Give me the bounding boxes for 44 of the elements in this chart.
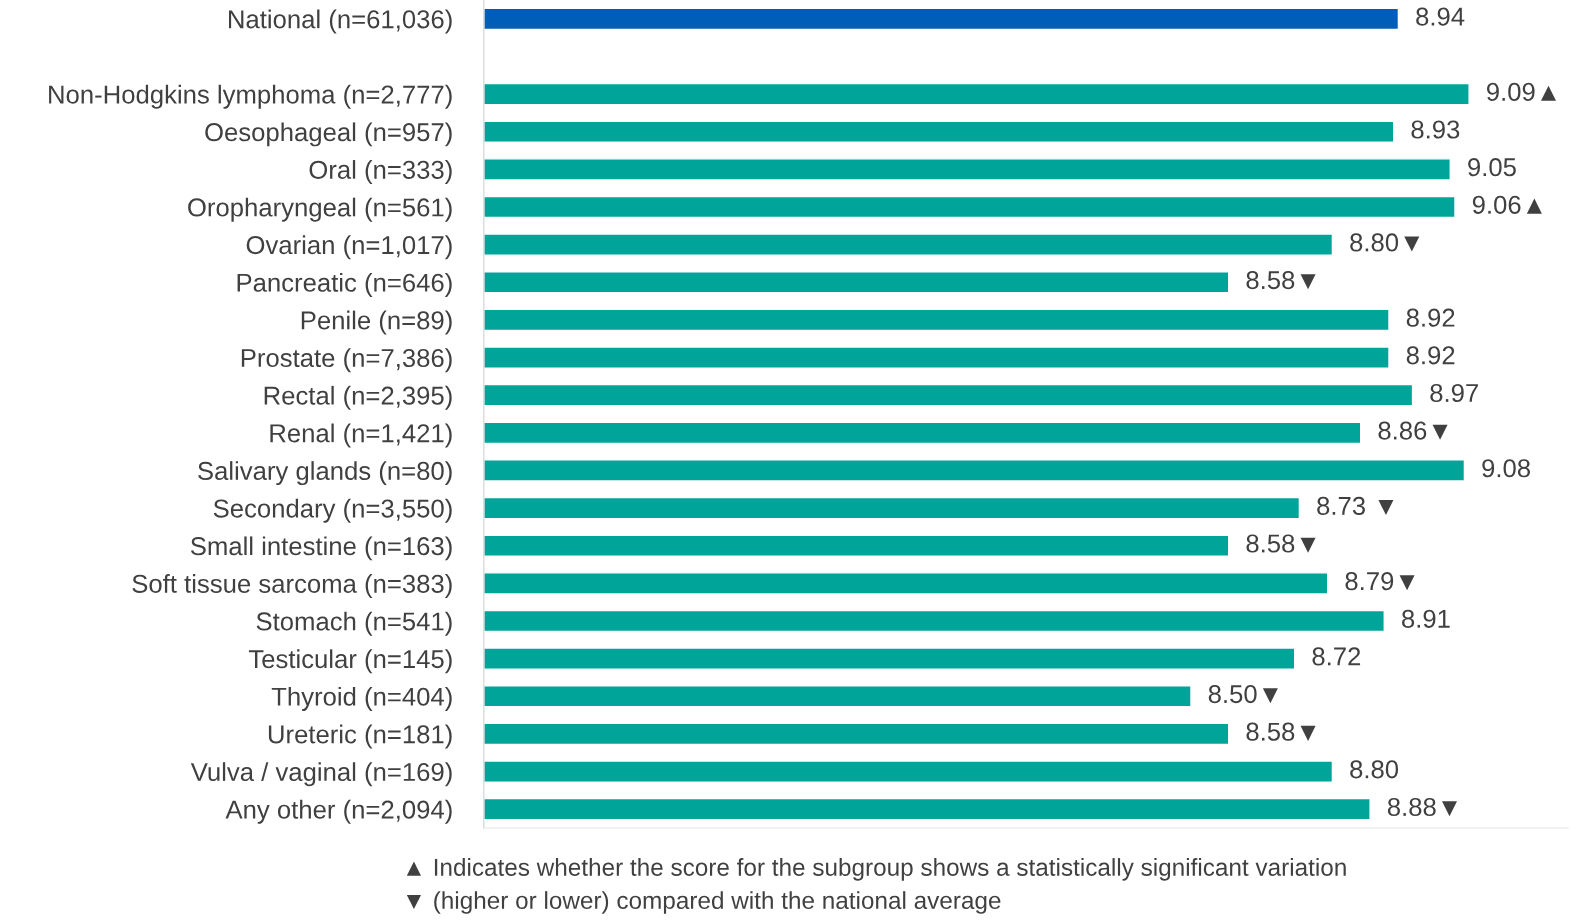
data-label: 8.58▼ — [1246, 270, 1316, 290]
data-label: 8.94 — [1416, 7, 1465, 26]
data-label: 8.80▼ — [1350, 233, 1420, 252]
data-label: 8.73 ▼ — [1317, 496, 1394, 516]
data-label: 9.09▲ — [1486, 82, 1557, 101]
y-tick-label: Stomach (n=541) — [256, 611, 452, 636]
data-label: 8.97 — [1430, 383, 1478, 403]
y-tick-label: Secondary (n=3,550) — [213, 498, 452, 523]
y-tick-label: Rectal (n=2,395) — [264, 385, 452, 410]
y-tick-label: Oropharyngeal (n=561) — [188, 197, 452, 222]
y-tick-label: Small intestine (n=163) — [190, 536, 452, 561]
data-label: 9.05 — [1468, 158, 1516, 177]
y-tick-label: Testicular (n=145) — [248, 649, 452, 674]
y-tick-label: Pancreatic (n=646) — [237, 272, 452, 297]
y-tick-label: Vulva / vaginal (n=169) — [190, 762, 452, 787]
y-tick-label: Soft tissue sarcoma (n=383) — [132, 574, 452, 598]
y-tick-label: Thyroid (n=404) — [271, 686, 452, 711]
data-label: 8.58▼ — [1246, 722, 1316, 741]
data-label: 8.92 — [1406, 308, 1455, 327]
y-tick-label: National (n=61,036) — [228, 9, 452, 34]
data-label: 8.92 — [1406, 346, 1455, 365]
data-label: 8.88▼ — [1387, 797, 1458, 817]
data-label: 8.93 — [1411, 120, 1460, 139]
text: ▼ (higher or lower) compared with the national average — [406, 891, 1001, 914]
y-tick-label: Oral (n=333) — [309, 160, 452, 184]
data-label: 8.79▼ — [1345, 572, 1415, 591]
y-tick-label: Any other (n=2,094) — [225, 799, 452, 824]
data-label: 8.91 — [1402, 609, 1450, 628]
data-label: 8.50▼ — [1208, 684, 1278, 704]
y-tick-label: Oesophageal (n=957) — [205, 122, 452, 147]
data-label: 8.86▼ — [1378, 421, 1448, 440]
y-tick-label: Ureteric (n=181) — [268, 724, 452, 749]
data-label: 8.58▼ — [1246, 534, 1316, 553]
y-tick-label: Salivary glands (n=80) — [198, 461, 452, 486]
y-tick-label: Non-Hodgkins lymphoma (n=2,777) — [49, 84, 452, 109]
text: ▲ Indicates whether the score for the subgroup shows a statistically significant variation — [406, 858, 1346, 881]
y-tick-label: Ovarian (n=1,017) — [246, 235, 452, 260]
data-label: 9.08 — [1482, 459, 1530, 478]
y-tick-label: Renal (n=1,421) — [270, 423, 452, 448]
y-tick-label: Prostate (n=7,386) — [241, 348, 452, 373]
y-tick-label: Penile (n=89) — [301, 310, 452, 335]
data-label: 8.72 — [1312, 647, 1361, 666]
data-label: 9.06▲ — [1472, 195, 1542, 214]
data-label: 8.80 — [1350, 760, 1399, 779]
